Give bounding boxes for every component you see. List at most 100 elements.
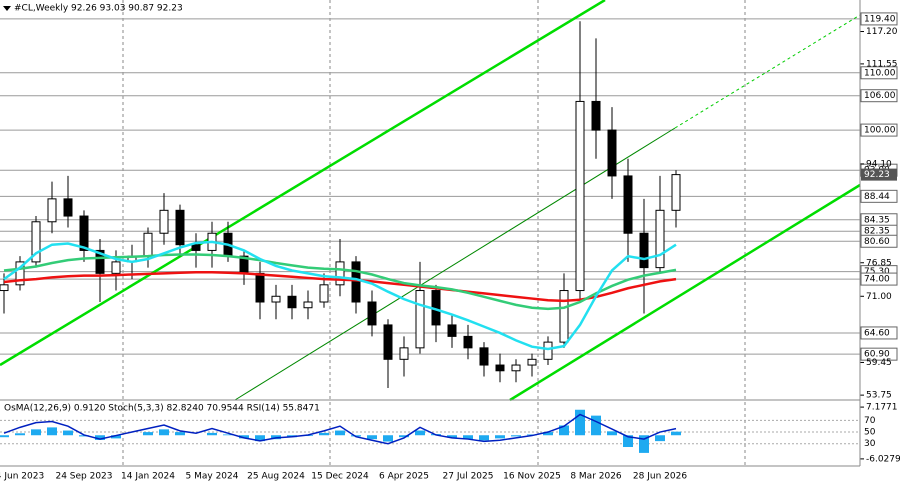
candle-body (175, 209, 185, 246)
y-tick-label: 71.00 (866, 292, 892, 302)
level-label: 82.35 (864, 227, 890, 237)
osma-bar (543, 432, 553, 436)
level-label: 119.40 (864, 14, 896, 24)
y-tick-label: 59.45 (866, 358, 892, 368)
candle-body (383, 324, 393, 360)
x-tick-label: 4 Jun 2023 (0, 472, 44, 482)
osma-bar (447, 435, 457, 438)
candle-body (495, 364, 505, 372)
candle-body (0, 284, 9, 292)
candle-body (95, 249, 105, 274)
x-tick-label: 28 Jun 2026 (633, 472, 687, 482)
candle-body (591, 100, 601, 131)
level-label: 106.00 (864, 91, 896, 101)
candle-body (479, 347, 489, 366)
candle-body (559, 290, 569, 343)
osma-bar (239, 435, 249, 439)
osma-bar (223, 434, 233, 436)
candle-body (463, 335, 473, 349)
level-label: 75.30 (864, 267, 890, 277)
x-tick-label: 14 Jan 2024 (121, 472, 175, 482)
menu-arrow[interactable] (3, 6, 11, 11)
osma-bar (335, 430, 345, 436)
level-label: 80.60 (864, 237, 890, 247)
osma-bar (367, 435, 377, 440)
candle-body (671, 174, 681, 211)
candle-body (351, 261, 361, 303)
candle-body (47, 198, 57, 223)
level-label: 88.44 (864, 192, 890, 202)
moving-average (3, 253, 677, 311)
osma-bar (207, 432, 217, 436)
level-box (860, 66, 898, 80)
level-box (860, 12, 898, 26)
osma-bar (79, 435, 89, 437)
level-box (860, 89, 898, 103)
y-tick-label: 53.75 (866, 391, 892, 401)
y-tick-label: 111.55 (866, 59, 898, 69)
y-tick-label: 117.20 (866, 27, 898, 37)
candle-body (15, 261, 25, 286)
osma-bar (319, 432, 329, 436)
y2-tick-label: 30 (864, 439, 876, 449)
trend-channels (0, 0, 861, 402)
osma-bar (623, 435, 633, 448)
moving-average (3, 270, 677, 303)
candle-body (399, 347, 409, 360)
osma-bar (559, 425, 569, 436)
osma-bar (671, 431, 681, 436)
osma-bar (31, 429, 41, 436)
candle-body (63, 198, 73, 217)
osma-bar (0, 435, 9, 438)
osma-bar (479, 435, 489, 441)
candle-body (527, 358, 537, 366)
y-tick-label: 94.10 (866, 159, 892, 169)
y2-tick-label: 50 (864, 428, 876, 438)
osma-bar (399, 435, 409, 438)
osma-bar (255, 435, 265, 442)
osma-bar (639, 435, 649, 453)
channel-mid (234, 127, 676, 401)
candle-body (575, 100, 585, 292)
y2-tick-label: 70 (864, 416, 876, 426)
level-label: 60.90 (864, 350, 890, 360)
rsi-line (3, 413, 677, 445)
osma-bar (383, 435, 393, 442)
last-price-label: 92.23 (864, 170, 890, 180)
osma-bar (63, 430, 73, 436)
candle-body (335, 261, 345, 286)
candle-body (255, 272, 265, 303)
level-box (860, 347, 898, 361)
candle-body (191, 244, 201, 251)
chart-title: #CL,Weekly 92.26 93.03 90.87 92.23 (14, 4, 183, 14)
x-tick-label: 24 Sep 2023 (55, 472, 112, 482)
candle-body (303, 301, 313, 309)
osma-bar (607, 431, 617, 436)
x-tick-label: 15 Dec 2024 (311, 472, 369, 482)
y-tick-label: 76.85 (866, 258, 892, 268)
candle-body (543, 341, 553, 360)
x-tick-label: 16 Nov 2025 (503, 472, 561, 482)
candle-body (415, 290, 425, 349)
x-tick-label: 27 Jul 2025 (443, 472, 494, 482)
price-panel (0, 21, 681, 388)
candle-body (271, 295, 281, 303)
level-label: 64.60 (864, 328, 890, 338)
x-tick-label: 6 Apr 2025 (379, 472, 429, 482)
level-label: 84.35 (864, 215, 890, 225)
candle-body (367, 301, 377, 326)
candle-body (607, 129, 617, 177)
osma-bar (591, 415, 601, 436)
osma-bar (95, 435, 105, 440)
x-tick-label: 25 Aug 2024 (247, 472, 305, 482)
osma-bar (159, 429, 169, 436)
osma-bar (415, 430, 425, 436)
candle-body (319, 284, 329, 303)
candle-body (287, 295, 297, 309)
osma-bar (575, 409, 585, 436)
candle-body (79, 215, 89, 251)
candle-body (511, 364, 521, 372)
level-box (860, 189, 898, 203)
candle-body (639, 232, 649, 269)
